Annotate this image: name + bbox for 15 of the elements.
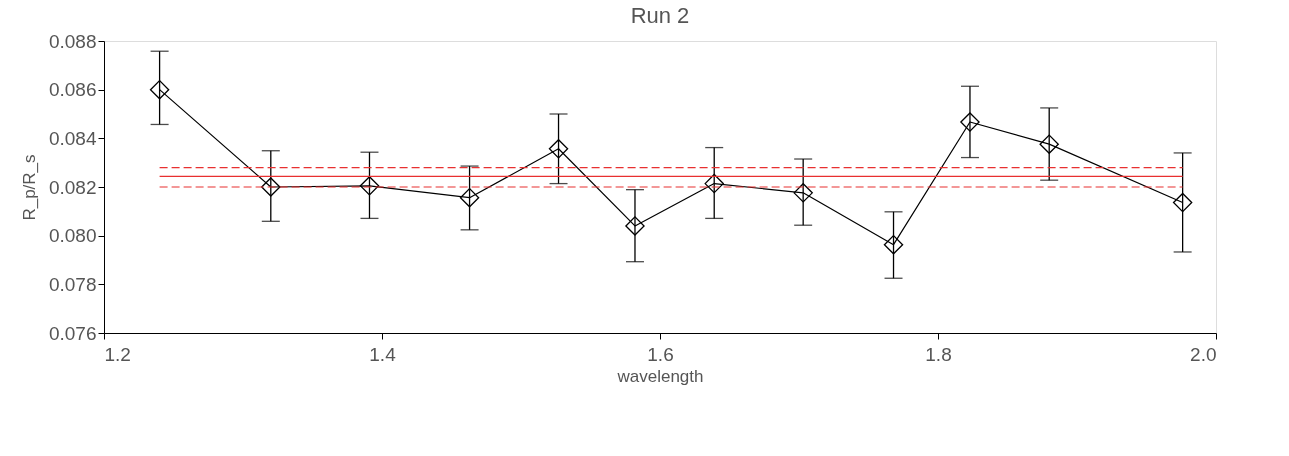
y-tick-label: 0.086 bbox=[48, 79, 97, 101]
x-tick-label: 1.8 bbox=[925, 343, 952, 365]
y-axis-title: R_p/R_s bbox=[19, 154, 39, 221]
y-tick-label: 0.082 bbox=[48, 176, 97, 198]
y-tick-label: 0.076 bbox=[48, 322, 97, 344]
y-tick-label: 0.078 bbox=[48, 273, 97, 295]
y-tick-label: 0.088 bbox=[48, 30, 97, 52]
x-tick-label: 1.2 bbox=[104, 343, 131, 365]
y-tick-label: 0.084 bbox=[48, 127, 97, 149]
x-tick-label: 1.6 bbox=[647, 343, 674, 365]
x-tick-label: 2.0 bbox=[1190, 343, 1217, 365]
y-tick-label: 0.080 bbox=[48, 225, 97, 247]
chart-title: Run 2 bbox=[630, 3, 690, 28]
x-tick-label: 1.4 bbox=[369, 343, 397, 365]
x-axis-title: wavelength bbox=[616, 366, 704, 386]
